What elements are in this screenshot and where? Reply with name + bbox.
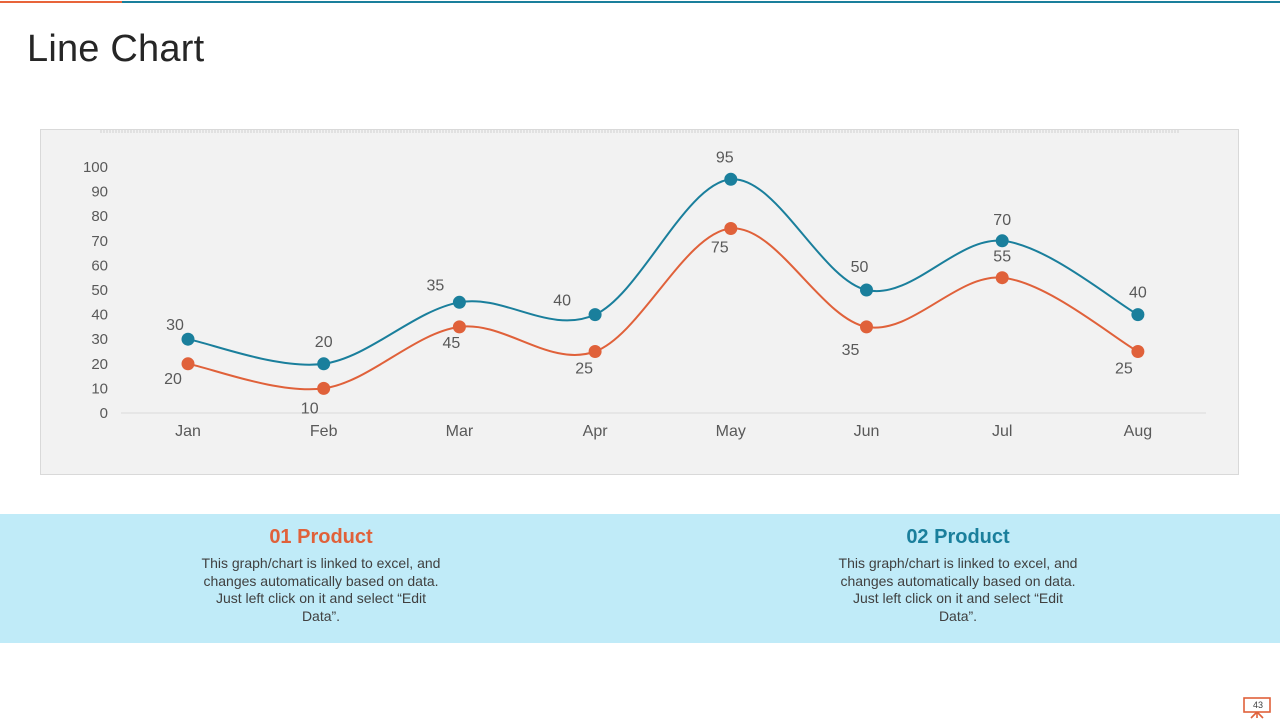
data-point-teal bbox=[860, 283, 873, 297]
data-point-teal bbox=[181, 332, 195, 346]
data-point-teal bbox=[588, 308, 602, 322]
product-01-title: 01 Product bbox=[269, 526, 373, 548]
product-01-block: 01 Product This graph/chart is linked to… bbox=[171, 526, 471, 625]
data-point-orange bbox=[995, 271, 1009, 285]
series-line-teal bbox=[187, 178, 1139, 366]
x-tick-label: Jan bbox=[175, 423, 201, 440]
x-tick-label: Mar bbox=[446, 423, 474, 440]
data-point-orange bbox=[860, 320, 873, 334]
data-point-orange bbox=[181, 357, 195, 371]
data-label-teal: 20 bbox=[315, 334, 333, 351]
data-label-orange: 75 bbox=[711, 240, 729, 257]
data-label-orange: 25 bbox=[575, 361, 593, 378]
data-label-orange: 55 bbox=[993, 249, 1011, 266]
data-point-orange bbox=[1131, 345, 1145, 358]
data-point-teal bbox=[724, 172, 738, 186]
product-info-band: 01 Product This graph/chart is linked to… bbox=[0, 514, 1280, 643]
data-label-orange: 10 bbox=[301, 400, 319, 417]
data-label-orange: 20 bbox=[164, 371, 182, 388]
data-point-teal bbox=[317, 357, 331, 371]
x-tick-label: Aug bbox=[1124, 423, 1152, 440]
top-accent-line-orange bbox=[0, 1, 122, 3]
y-tick-label: 30 bbox=[91, 331, 108, 348]
y-tick-label: 10 bbox=[91, 380, 108, 397]
y-tick-label: 50 bbox=[91, 282, 108, 299]
data-point-orange bbox=[452, 320, 466, 334]
product-02-title: 02 Product bbox=[906, 526, 1010, 548]
presentation-board-icon bbox=[1243, 697, 1271, 719]
data-label-teal: 40 bbox=[553, 293, 571, 310]
product-01-description: This graph/chart is linked to excel, and… bbox=[201, 555, 441, 624]
x-tick-label: Jul bbox=[992, 423, 1012, 440]
line-chart-svg: 0 10 20 30 40 50 60 70 80 90 100 Jan Feb Mar Apr May Jun… bbox=[83, 130, 1206, 440]
data-label-orange: 45 bbox=[443, 335, 461, 352]
x-tick-label: May bbox=[716, 423, 746, 440]
y-tick-label: 40 bbox=[91, 307, 108, 324]
page-title: Line Chart bbox=[27, 28, 205, 70]
data-label-teal: 30 bbox=[166, 317, 184, 334]
data-label-teal: 70 bbox=[993, 212, 1011, 229]
data-label-orange: 25 bbox=[1115, 361, 1133, 378]
y-tick-label: 90 bbox=[91, 184, 108, 201]
data-point-teal bbox=[1131, 308, 1145, 322]
y-tick-label: 70 bbox=[91, 233, 108, 250]
data-label-teal: 95 bbox=[716, 149, 734, 166]
y-tick-label: 60 bbox=[91, 257, 108, 274]
x-tick-label: Feb bbox=[310, 423, 338, 440]
data-point-orange bbox=[317, 381, 331, 395]
y-tick-label: 80 bbox=[91, 208, 108, 225]
line-chart[interactable]: 0 10 20 30 40 50 60 70 80 90 100 Jan Feb Mar Apr May Jun… bbox=[40, 129, 1239, 475]
y-tick-label: 100 bbox=[83, 159, 108, 176]
data-label-teal: 35 bbox=[427, 277, 445, 294]
page-number: 43 bbox=[1252, 700, 1263, 710]
data-label-orange: 35 bbox=[842, 342, 860, 359]
top-accent-line-teal bbox=[122, 1, 1280, 3]
x-tick-label: Apr bbox=[583, 423, 609, 440]
data-label-teal: 50 bbox=[851, 259, 869, 276]
series-line-orange bbox=[187, 227, 1139, 391]
product-02-description: This graph/chart is linked to excel, and… bbox=[838, 555, 1078, 624]
data-point-orange bbox=[724, 222, 738, 235]
x-tick-label: Jun bbox=[854, 423, 880, 440]
data-point-orange bbox=[588, 345, 602, 358]
product-02-block: 02 Product This graph/chart is linked to… bbox=[808, 526, 1108, 625]
data-point-teal bbox=[995, 234, 1009, 248]
y-tick-label: 0 bbox=[100, 405, 108, 422]
data-point-teal bbox=[452, 295, 466, 309]
y-tick-label: 20 bbox=[91, 356, 108, 373]
data-label-teal: 40 bbox=[1129, 285, 1147, 302]
